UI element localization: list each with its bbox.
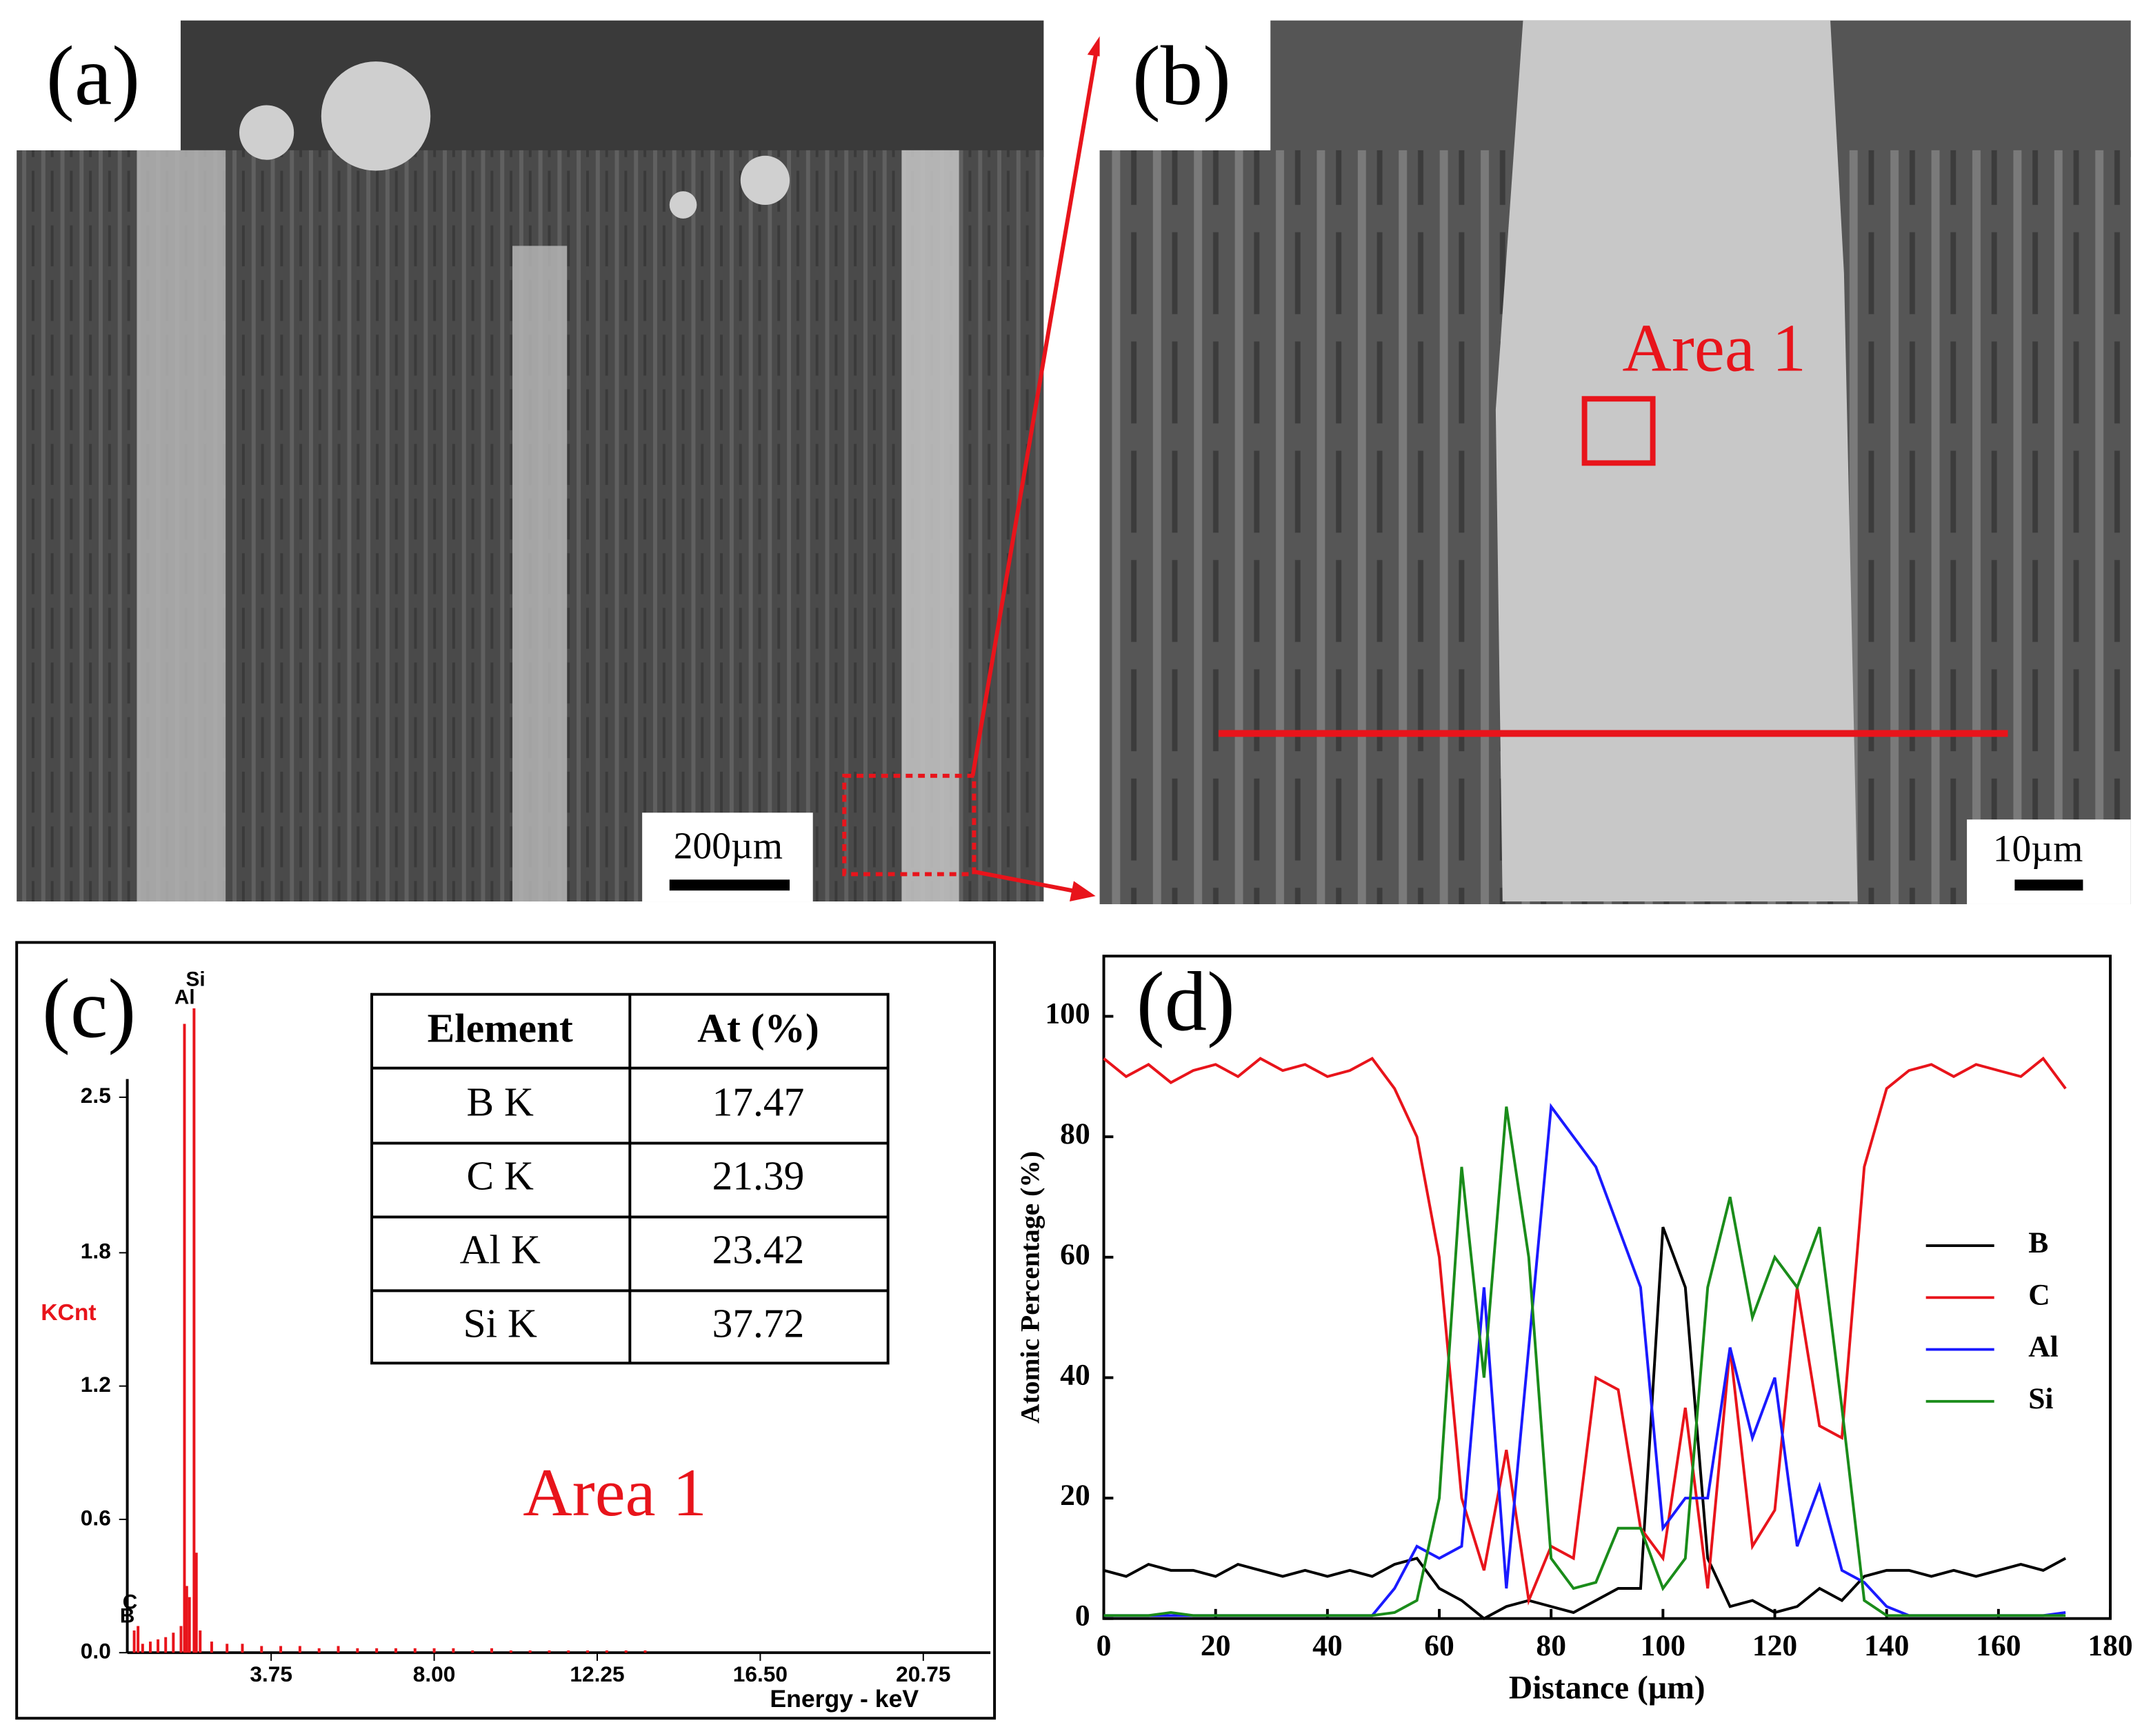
plot-frame bbox=[1102, 955, 2112, 1620]
scale-bar bbox=[669, 879, 790, 891]
x-tick-label: 12.25 bbox=[570, 1662, 624, 1686]
panel-a: (a) 200µm bbox=[17, 20, 1044, 902]
series-line bbox=[1103, 1103, 2066, 1617]
light-region bbox=[1495, 20, 1858, 902]
sphere bbox=[740, 155, 790, 206]
arrow bbox=[970, 47, 1099, 777]
y-tick-label: 1.8 bbox=[81, 1239, 111, 1264]
light-band bbox=[137, 150, 226, 902]
series-line bbox=[1103, 1106, 2066, 1617]
sphere bbox=[669, 191, 697, 219]
arrow-head bbox=[1070, 881, 1096, 902]
table-cell: C K bbox=[467, 1153, 534, 1199]
y-tick-label: 2.5 bbox=[81, 1083, 111, 1108]
y-tick-label: 0.0 bbox=[81, 1639, 111, 1664]
y-tick-label: 1.2 bbox=[81, 1372, 111, 1397]
sphere bbox=[239, 105, 294, 160]
peak-label: Si bbox=[186, 968, 206, 991]
x-tick-label: 80 bbox=[1536, 1629, 1566, 1662]
area-label: Area 1 bbox=[1622, 311, 1806, 386]
table-grid bbox=[370, 992, 890, 1365]
x-tick-label: 100 bbox=[1641, 1629, 1685, 1662]
panel-d: (d) 0 20 40 60 80 100 0 20 40 60 80 100 120 140 160 180… bbox=[1015, 955, 2133, 1706]
table-header: At (%) bbox=[697, 1006, 819, 1051]
area-label: Area 1 bbox=[523, 1455, 707, 1530]
y-tick-label: 0.6 bbox=[81, 1505, 111, 1530]
panel-b: (b) Area 1 10µm bbox=[1099, 20, 2131, 904]
x-tick-label: 60 bbox=[1424, 1629, 1454, 1662]
x-tick-label: 20.75 bbox=[896, 1662, 950, 1686]
sphere bbox=[321, 61, 431, 171]
legend-label: C bbox=[2028, 1278, 2050, 1311]
table-cell: Si K bbox=[463, 1301, 537, 1346]
frame bbox=[15, 941, 997, 1720]
peak-label: C bbox=[123, 1591, 137, 1614]
y-tick-label: 20 bbox=[1060, 1479, 1090, 1512]
x-tick-label: 20 bbox=[1201, 1629, 1231, 1662]
x-tick-label: 140 bbox=[1864, 1629, 1909, 1662]
y-tick-label: 0 bbox=[1075, 1599, 1090, 1633]
legend-label: Al bbox=[2028, 1330, 2059, 1364]
scale-bar bbox=[2014, 879, 2083, 891]
y-tick-label: 80 bbox=[1060, 1117, 1090, 1150]
label-box bbox=[17, 20, 181, 150]
scale-text: 200µm bbox=[674, 824, 783, 866]
series-line bbox=[1103, 1226, 2067, 1621]
x-tick-label: 40 bbox=[1312, 1629, 1343, 1662]
table-cell: 23.42 bbox=[712, 1227, 805, 1273]
x-axis-label: Distance (µm) bbox=[1509, 1670, 1705, 1706]
y-axis-label: KCnt bbox=[41, 1300, 96, 1326]
panel-c: (c) Area 1 Element At (%) B K 17.47 C K 21.… bbox=[15, 941, 997, 1720]
label-box bbox=[1099, 20, 1271, 150]
table-header: Element bbox=[428, 1006, 573, 1051]
y-tick-label: 100 bbox=[1045, 997, 1090, 1030]
legend-label: B bbox=[2028, 1226, 2048, 1259]
area-box bbox=[1581, 396, 1656, 466]
table-cell: 37.72 bbox=[712, 1301, 805, 1346]
y-axis-label: Atomic Percentage (%) bbox=[1015, 1151, 1045, 1424]
sem-image-top bbox=[180, 20, 1044, 157]
light-band bbox=[512, 246, 568, 902]
x-tick-label: 0 bbox=[1097, 1629, 1112, 1662]
zoom-box bbox=[842, 773, 977, 877]
x-tick-label: 180 bbox=[2088, 1629, 2132, 1662]
table-cell: 21.39 bbox=[712, 1153, 805, 1199]
y-tick-label: 60 bbox=[1060, 1238, 1090, 1271]
peak-label: Al bbox=[174, 986, 195, 1008]
x-axis-label: Energy - keV bbox=[770, 1685, 919, 1713]
panel-label: (b) bbox=[1132, 29, 1231, 123]
y-tick-label: 40 bbox=[1060, 1358, 1090, 1391]
table-cell: Al K bbox=[460, 1227, 541, 1273]
legend-label: Si bbox=[2028, 1382, 2053, 1415]
x-tick-label: 8.00 bbox=[413, 1662, 456, 1686]
peak-label: B bbox=[120, 1605, 134, 1628]
panel-label: (d) bbox=[1137, 955, 1235, 1049]
series-line bbox=[1103, 1056, 2067, 1606]
x-tick-label: 3.75 bbox=[250, 1662, 292, 1686]
arrow bbox=[972, 869, 1080, 895]
light-band bbox=[901, 150, 959, 902]
x-tick-label: 120 bbox=[1752, 1629, 1797, 1662]
panel-label: (c) bbox=[42, 962, 136, 1056]
panel-label: (a) bbox=[46, 29, 140, 123]
table-cell: B K bbox=[467, 1079, 534, 1125]
scale-text: 10µm bbox=[1993, 827, 2083, 869]
table-cell: 17.47 bbox=[712, 1079, 805, 1125]
x-tick-label: 16.50 bbox=[733, 1662, 788, 1686]
x-tick-label: 160 bbox=[1976, 1629, 2021, 1662]
